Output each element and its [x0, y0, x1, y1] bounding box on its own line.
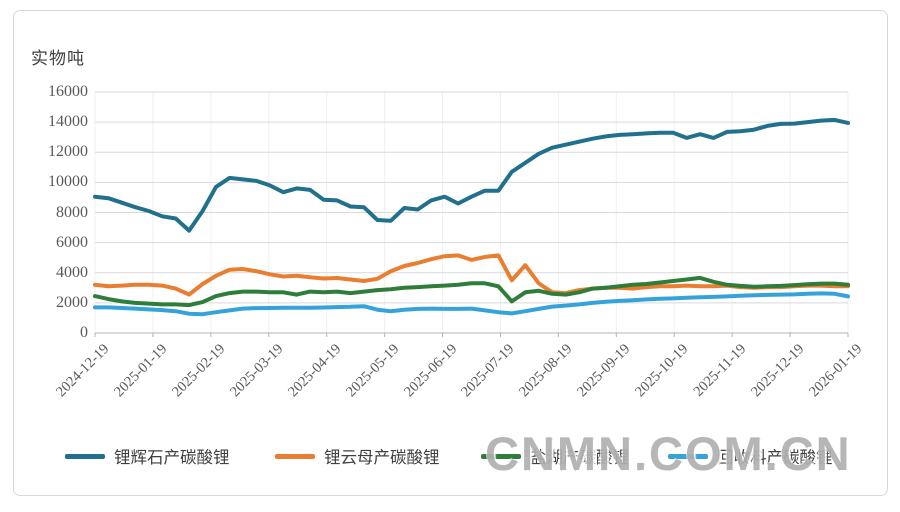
- legend-label: 锂云母产碳酸锂: [324, 448, 440, 467]
- legend-label: 回收料产碳酸锂: [717, 448, 833, 467]
- y-tick-label: 12000: [48, 143, 88, 161]
- y-tick-label: 6000: [56, 233, 88, 251]
- legend-item-0: 锂辉石产碳酸锂: [65, 444, 230, 468]
- legend-line-swatch: [668, 453, 708, 459]
- series-line-2: [93, 275, 850, 308]
- chart-border: [13, 10, 888, 496]
- legend-item-3: 回收料产碳酸锂: [668, 444, 833, 468]
- chart-legend: 锂辉石产碳酸锂 锂云母产碳酸锂 盐湖产碳酸锂 回收料产碳酸锂: [0, 444, 900, 470]
- series-line-0: [93, 117, 850, 233]
- series-line-3: [93, 291, 850, 317]
- y-tick-label: 16000: [48, 83, 88, 100]
- legend-label: 锂辉石产碳酸锂: [114, 448, 230, 467]
- y-tick-label: 2000: [56, 293, 88, 311]
- y-axis-unit-label: 实物吨: [31, 49, 85, 68]
- y-tick-label: 14000: [48, 113, 88, 131]
- legend-line-swatch: [481, 453, 521, 459]
- y-tick-label: 4000: [56, 263, 88, 281]
- y-tick-label: 10000: [48, 173, 88, 191]
- y-tick-label: 0: [80, 324, 88, 341]
- legend-label: 盐湖产碳酸锂: [530, 448, 629, 467]
- series-line-1: [93, 253, 850, 297]
- legend-item-1: 锂云母产碳酸锂: [275, 444, 440, 468]
- legend-line-swatch: [65, 453, 105, 459]
- legend-item-2: 盐湖产碳酸锂: [481, 444, 629, 468]
- y-tick-label: 8000: [56, 203, 88, 221]
- legend-line-swatch: [275, 453, 315, 459]
